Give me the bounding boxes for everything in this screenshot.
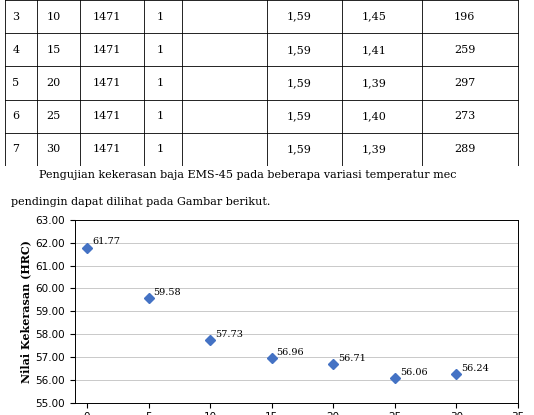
Text: 25: 25 [46, 111, 60, 121]
Text: 1: 1 [156, 45, 164, 55]
Text: 289: 289 [454, 144, 475, 154]
Text: 259: 259 [454, 45, 475, 55]
Text: 1,40: 1,40 [362, 111, 386, 121]
Text: 1,59: 1,59 [287, 111, 311, 121]
Text: 56.24: 56.24 [461, 364, 489, 374]
Text: Pengujian kekerasan baja EMS-45 pada beberapa variasi temperatur mec: Pengujian kekerasan baja EMS-45 pada beb… [11, 170, 456, 180]
Text: 7: 7 [12, 144, 20, 154]
Text: 1,59: 1,59 [287, 78, 311, 88]
Text: 1: 1 [156, 78, 164, 88]
Text: 1,39: 1,39 [362, 144, 386, 154]
Text: 3: 3 [12, 12, 20, 22]
Text: 1471: 1471 [92, 12, 121, 22]
Text: 1471: 1471 [92, 111, 121, 121]
Text: 5: 5 [12, 78, 20, 88]
Text: 10: 10 [46, 12, 60, 22]
Text: 1471: 1471 [92, 78, 121, 88]
Text: 1,39: 1,39 [362, 78, 386, 88]
Text: 1: 1 [156, 111, 164, 121]
Text: 1: 1 [156, 144, 164, 154]
Text: 61.77: 61.77 [92, 237, 120, 247]
Text: 1471: 1471 [92, 45, 121, 55]
Text: 20: 20 [46, 78, 60, 88]
Text: pendingin dapat dilihat pada Gambar berikut.: pendingin dapat dilihat pada Gambar beri… [11, 197, 270, 207]
Text: 1,45: 1,45 [362, 12, 386, 22]
Text: 196: 196 [454, 12, 475, 22]
Text: 1471: 1471 [92, 144, 121, 154]
Text: 1: 1 [156, 12, 164, 22]
Text: 273: 273 [454, 111, 475, 121]
Text: 59.58: 59.58 [154, 288, 181, 297]
Text: 15: 15 [46, 45, 60, 55]
Text: 1,59: 1,59 [287, 45, 311, 55]
Text: 56.96: 56.96 [277, 348, 304, 356]
Text: 1,59: 1,59 [287, 144, 311, 154]
Text: 1,41: 1,41 [362, 45, 386, 55]
Text: 297: 297 [454, 78, 475, 88]
Text: 6: 6 [12, 111, 20, 121]
Y-axis label: Nilai Kekerasan (HRC): Nilai Kekerasan (HRC) [20, 240, 32, 383]
Text: 57.73: 57.73 [215, 330, 243, 339]
Text: 30: 30 [46, 144, 60, 154]
Text: 56.71: 56.71 [338, 354, 366, 363]
Text: 1,59: 1,59 [287, 12, 311, 22]
Text: 4: 4 [12, 45, 20, 55]
Text: 56.06: 56.06 [400, 369, 427, 377]
